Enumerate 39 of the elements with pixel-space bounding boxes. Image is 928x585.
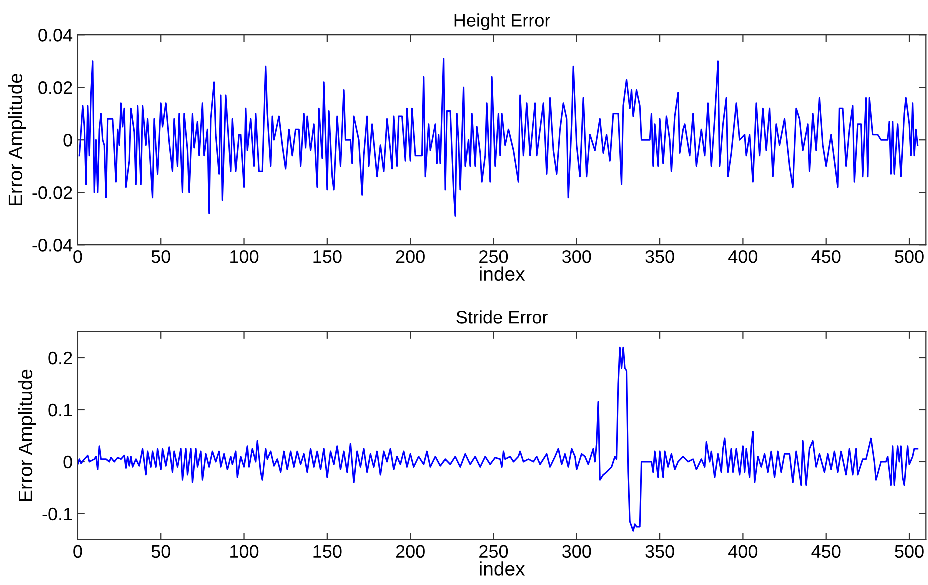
y-tick-label: 0.02 xyxy=(38,82,72,94)
x-tick-label: 300 xyxy=(562,545,592,558)
line-series xyxy=(78,346,919,532)
x-tick-label: 400 xyxy=(728,250,758,264)
line-series xyxy=(78,58,919,218)
y-tick-label: 0 xyxy=(64,456,72,469)
x-tick-label: 200 xyxy=(396,545,425,558)
y-tick-label: -0.02 xyxy=(32,186,72,200)
x-tick-label: 500 xyxy=(895,250,924,264)
x-tick-label: 150 xyxy=(314,250,342,264)
chart-title: Stride Error xyxy=(456,310,548,324)
x-tick-label: 50 xyxy=(152,545,170,558)
x-tick-label: 100 xyxy=(230,545,259,558)
chart-title: Height Error xyxy=(454,14,550,31)
y-axis-title: Error Amplitude xyxy=(8,74,26,206)
y-tick-label: -0.04 xyxy=(32,239,73,252)
y-tick-label: -0.1 xyxy=(42,508,72,521)
x-tick-label: 350 xyxy=(646,545,674,558)
x-tick-label: 450 xyxy=(812,545,841,558)
x-tick-label: 50 xyxy=(152,250,170,264)
x-tick-label: 450 xyxy=(812,250,841,264)
x-tick-label: 100 xyxy=(230,250,259,264)
y-axis-title: Error Amplitude xyxy=(18,370,36,502)
x-tick-label: 250 xyxy=(480,250,508,264)
x-tick-label: 350 xyxy=(646,250,674,264)
y-tick-label: 0.04 xyxy=(38,29,73,42)
x-tick-label: 150 xyxy=(314,545,342,558)
x-tick-label: 0 xyxy=(74,545,82,558)
y-tick-label: 0 xyxy=(64,134,72,147)
x-axis-title: index xyxy=(480,266,526,282)
y-tick-label: 0.2 xyxy=(48,352,72,365)
y-tick-label: 0.1 xyxy=(48,404,72,417)
x-tick-label: 200 xyxy=(396,250,425,264)
x-tick-label: 400 xyxy=(728,545,758,558)
x-tick-label: 0 xyxy=(74,250,82,264)
x-tick-label: 500 xyxy=(895,545,924,558)
x-axis-title: index xyxy=(480,562,526,576)
x-tick-label: 250 xyxy=(480,545,508,558)
x-tick-label: 300 xyxy=(562,250,592,264)
